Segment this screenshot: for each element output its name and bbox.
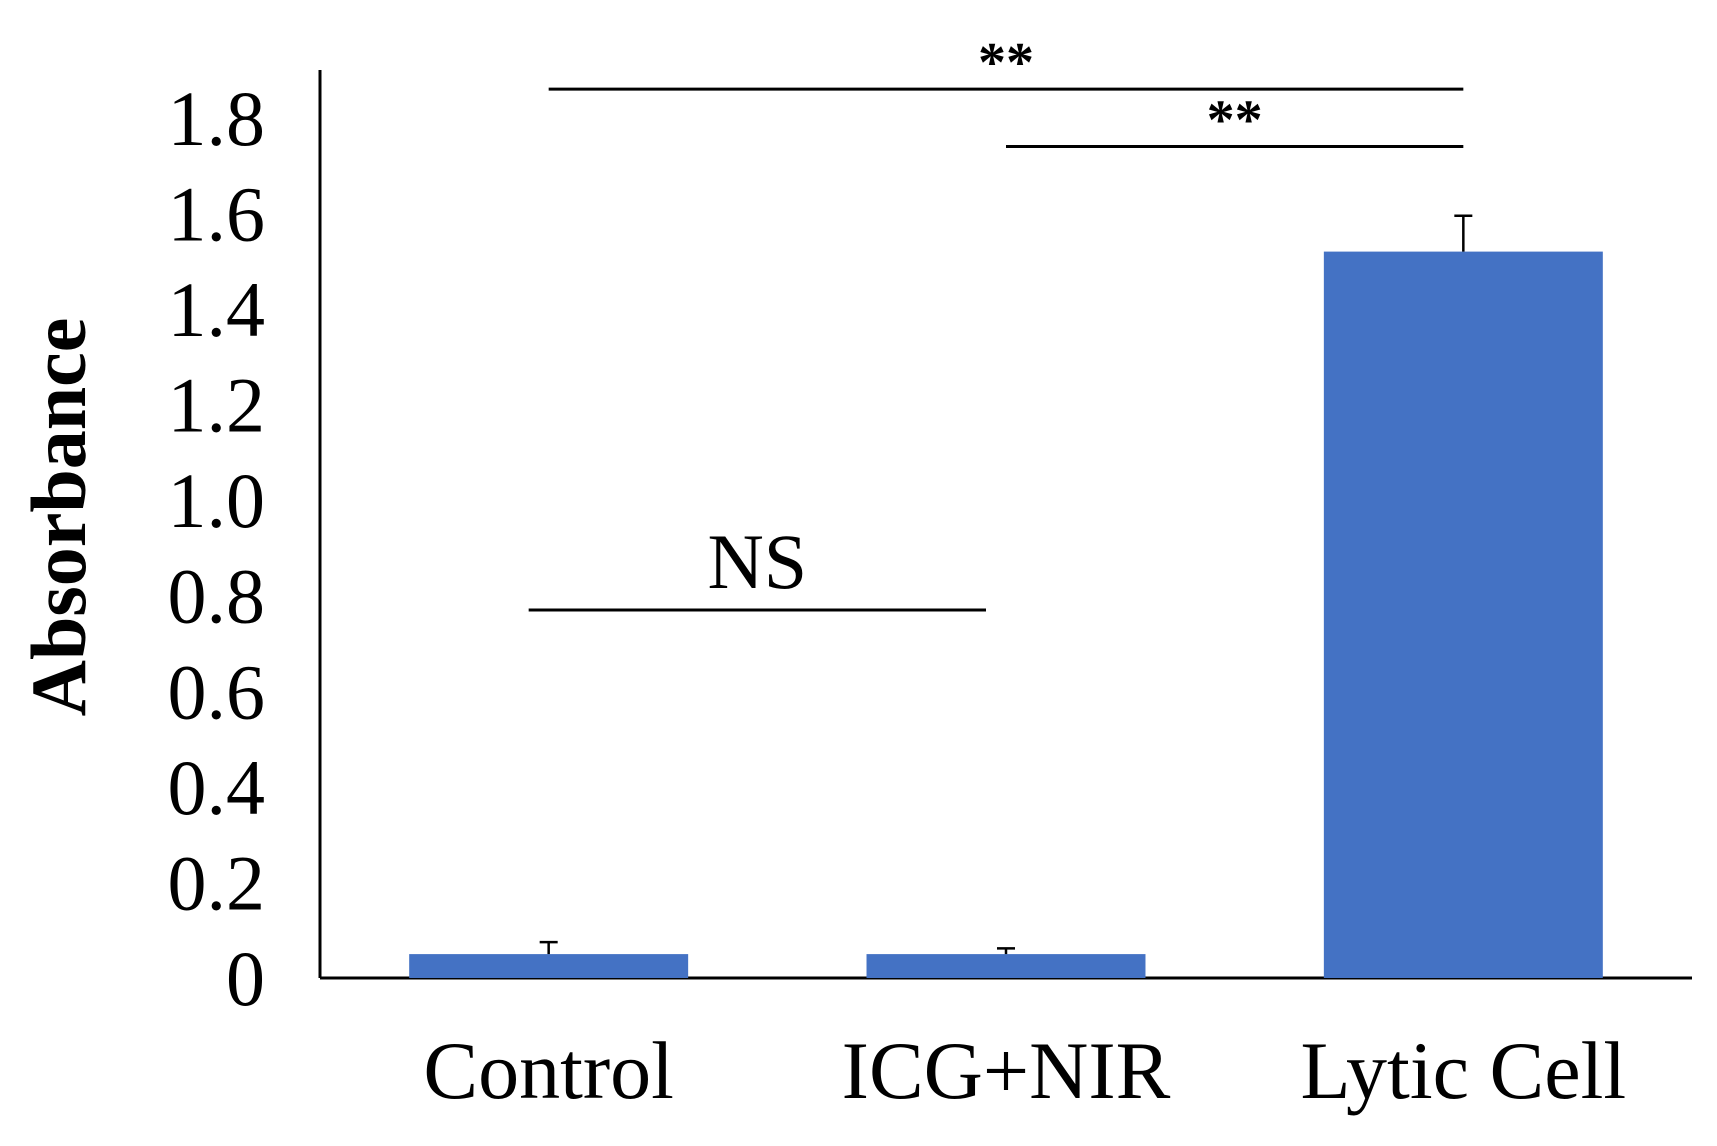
y-tick-label: 0.4 bbox=[168, 744, 266, 831]
significance-label: ** bbox=[1207, 89, 1263, 151]
significance-bracket: NS bbox=[528, 518, 986, 612]
error-bars bbox=[539, 214, 1473, 955]
y-tick-label: 1.4 bbox=[168, 266, 266, 353]
error-bar bbox=[997, 947, 1015, 955]
y-tick-label: 1.8 bbox=[168, 75, 266, 162]
significance-brackets: ** ** NS bbox=[528, 32, 1464, 612]
y-tick-label: 0.8 bbox=[168, 553, 266, 640]
bar-control bbox=[409, 954, 689, 978]
y-tick-label: 1.0 bbox=[168, 457, 266, 544]
error-bar bbox=[539, 940, 558, 955]
axes: 0 0.20.4 0.60.8 1.01.2 1.4 1.61.8 Control ICG+N… bbox=[168, 70, 1692, 1116]
significance-bracket: ** bbox=[1006, 89, 1464, 151]
y-tick-label: 0.6 bbox=[168, 648, 266, 735]
x-tick-label: ICG+NIR bbox=[842, 1025, 1171, 1116]
significance-label: NS bbox=[707, 518, 807, 605]
bars bbox=[409, 251, 1603, 979]
y-tick-label: 1.6 bbox=[168, 170, 266, 257]
y-axis-label: Absorbance bbox=[15, 318, 102, 717]
significance-label: ** bbox=[978, 32, 1034, 94]
significance-bracket: ** bbox=[548, 32, 1464, 94]
y-tick-label: 0.2 bbox=[168, 839, 266, 926]
y-tick-label: 1.2 bbox=[168, 362, 266, 449]
bar-lytic-cell bbox=[1323, 251, 1603, 979]
x-tick-label: Lytic Cell bbox=[1300, 1025, 1626, 1116]
error-bar bbox=[1454, 214, 1473, 252]
y-tick-label: 0 bbox=[226, 935, 265, 1022]
bar-icg-nir bbox=[866, 954, 1146, 978]
x-tick-label: Control bbox=[423, 1025, 674, 1116]
